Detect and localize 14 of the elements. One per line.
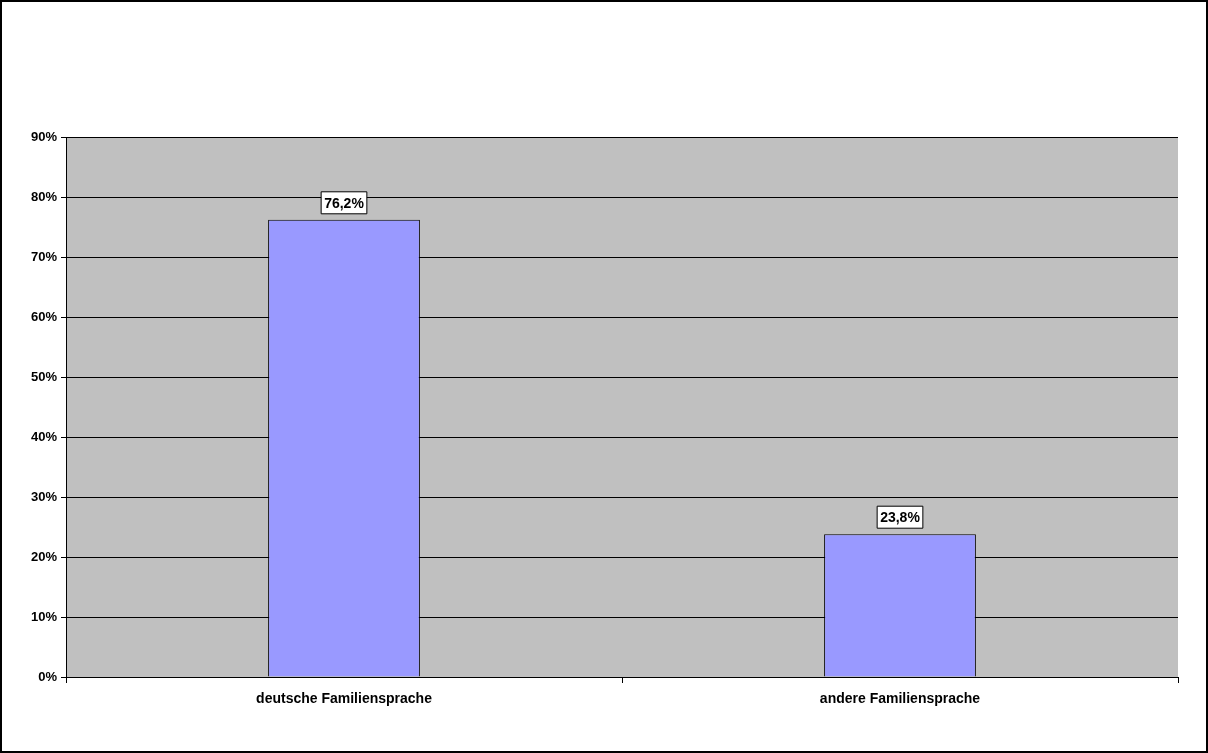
y-tick-label: 90% — [30, 128, 58, 144]
data-label: 76,2% — [324, 194, 365, 211]
x-tick-label: andere Familiensprache — [819, 690, 981, 707]
x-tick-label: deutsche Familiensprache — [256, 690, 433, 707]
y-tick-label: 60% — [30, 308, 58, 324]
y-tick-label: 10% — [30, 608, 58, 624]
data-label: 23,8% — [880, 509, 921, 526]
y-tick-label: 0% — [38, 668, 58, 684]
y-tick-label: 80% — [30, 188, 58, 204]
y-tick-label: 70% — [30, 248, 58, 264]
y-tick-label: 40% — [30, 428, 58, 444]
y-tick-label: 20% — [30, 548, 58, 564]
y-tick-label: 50% — [30, 368, 58, 384]
y-tick-label: 30% — [30, 488, 58, 504]
